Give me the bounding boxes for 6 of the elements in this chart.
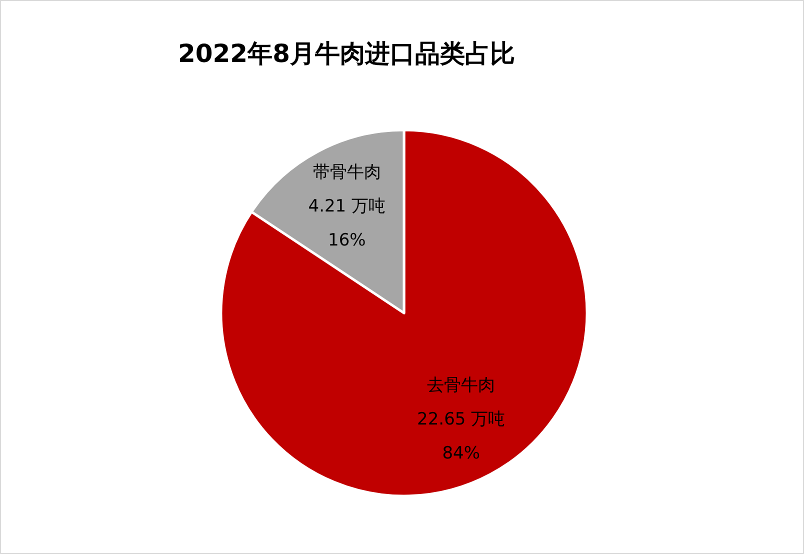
slice-label: 去骨牛肉 <box>427 375 496 396</box>
pie-slice <box>220 128 588 498</box>
slice-label: 带骨牛肉 <box>312 162 381 183</box>
data-label: 22.65 万吨 84% <box>417 409 506 464</box>
data-label: 4.21 万吨 16% <box>308 196 386 251</box>
chart-title: 2022年8月牛肉进口品类占比 <box>178 39 515 68</box>
